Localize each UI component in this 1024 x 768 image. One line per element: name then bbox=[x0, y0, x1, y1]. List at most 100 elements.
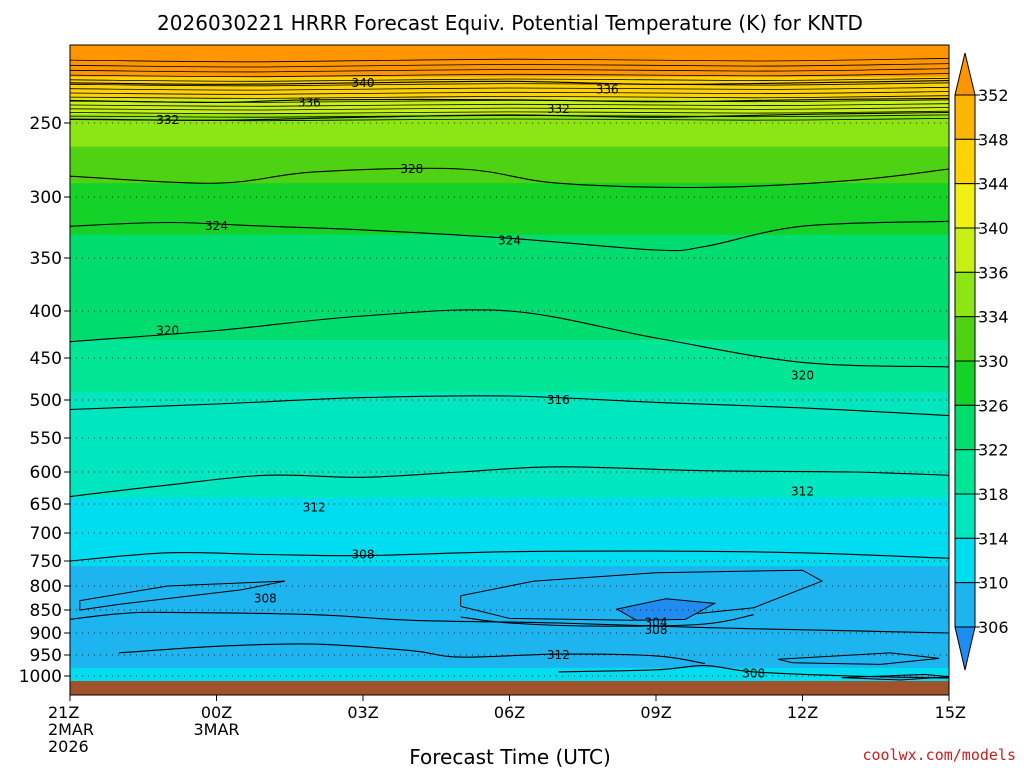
colorbar-label: 318 bbox=[978, 485, 1009, 504]
x-tick-label: 00Z bbox=[201, 703, 232, 722]
contour-label-text: 336 bbox=[596, 82, 619, 96]
chart-title: 2026030221 HRRR Forecast Equiv. Potentia… bbox=[157, 11, 863, 35]
fill-band bbox=[70, 98, 949, 116]
fill-patch bbox=[777, 652, 940, 665]
contour-line-332 bbox=[70, 111, 949, 121]
contour-label: 308 bbox=[742, 667, 765, 681]
contour-label-text: 332 bbox=[156, 113, 179, 127]
colorbar-label: 314 bbox=[978, 529, 1009, 548]
contour-label-text: 312 bbox=[791, 485, 814, 499]
x-tick-label: 15Z bbox=[935, 703, 966, 722]
contour-label-text: 332 bbox=[547, 102, 570, 116]
colorbar-segment bbox=[954, 183, 976, 229]
contour-label: 320 bbox=[791, 368, 814, 382]
contour-label: 308 bbox=[352, 547, 375, 561]
contour-line-312 bbox=[118, 643, 705, 665]
colorbar-segment bbox=[954, 537, 976, 584]
contour-label-text: 328 bbox=[400, 162, 423, 176]
contour-line-320 bbox=[70, 309, 949, 368]
contour-label: 332 bbox=[156, 113, 179, 127]
colorbar-segment bbox=[954, 449, 976, 495]
contour-line bbox=[70, 57, 949, 63]
x-tick-label: 21Z bbox=[48, 703, 79, 722]
colorbar-segment bbox=[954, 271, 976, 318]
contour-label: 308 bbox=[254, 592, 277, 606]
x-tick-label: 2MAR bbox=[48, 720, 94, 739]
x-tick-label: 09Z bbox=[640, 703, 671, 722]
fill-patch bbox=[615, 598, 717, 621]
colorbar-segment bbox=[954, 94, 976, 140]
fill-patches bbox=[79, 569, 949, 681]
contour-line bbox=[70, 107, 949, 111]
contour-label: 324 bbox=[498, 234, 521, 248]
credit-text: coolwx.com/models bbox=[862, 746, 1016, 764]
contour-line bbox=[70, 103, 949, 107]
y-tick-label: 650 bbox=[30, 495, 62, 515]
contour-label: 336 bbox=[298, 95, 321, 109]
contour-label: 336 bbox=[596, 82, 619, 96]
colorbar-label: 306 bbox=[978, 618, 1009, 637]
fill-patch bbox=[460, 569, 824, 621]
y-axis: 250 300 350 400 450 500 550 600 650 700 750 800 850 9… bbox=[19, 114, 70, 687]
contour-label-text: 308 bbox=[645, 623, 668, 637]
colorbar-label: 340 bbox=[978, 219, 1009, 238]
contour-line bbox=[70, 99, 949, 103]
y-tick-label: 850 bbox=[30, 601, 62, 621]
colorbar-segment bbox=[954, 360, 976, 406]
contour-line-324 bbox=[70, 220, 949, 252]
colorbar-label: 322 bbox=[978, 441, 1009, 460]
x-axis-label: Forecast Time (UTC) bbox=[409, 745, 611, 768]
colorbar-label: 336 bbox=[978, 263, 1009, 282]
y-tick-label: 550 bbox=[30, 429, 62, 449]
colorbar-label: 310 bbox=[978, 574, 1009, 593]
colorbar-segment bbox=[954, 404, 976, 451]
colorbar-label: 326 bbox=[978, 396, 1009, 415]
x-tick-label: 03Z bbox=[347, 703, 378, 722]
colorbar-top-arrow bbox=[954, 52, 976, 96]
contour-label: 304 bbox=[645, 616, 668, 630]
contour-label-text: 316 bbox=[547, 393, 570, 407]
contour-line bbox=[70, 114, 949, 118]
contour-label: 340 bbox=[352, 76, 375, 90]
contour-label-text: 320 bbox=[791, 368, 814, 382]
contour-line-328 bbox=[70, 167, 949, 189]
y-tick-label: 600 bbox=[30, 463, 62, 483]
fill-band bbox=[70, 614, 949, 643]
contour-line-312 bbox=[70, 466, 949, 498]
colorbar-segment bbox=[954, 582, 976, 628]
contour-label: 312 bbox=[303, 501, 326, 515]
contour-label-text: 336 bbox=[298, 95, 321, 109]
fill-band bbox=[70, 146, 949, 185]
contour-line-308 bbox=[558, 665, 949, 679]
colorbar-segment bbox=[954, 493, 976, 539]
y-tick-label: 700 bbox=[30, 524, 62, 544]
contour-label-text: 312 bbox=[547, 648, 570, 662]
fill-band bbox=[70, 533, 949, 568]
contour-label-text: 340 bbox=[352, 76, 375, 90]
fill-band bbox=[70, 497, 949, 534]
contour-label: 328 bbox=[400, 162, 423, 176]
plot-area: 340 336 336 332 332 328 324 324 320 320 316 312 312 3… bbox=[70, 45, 949, 695]
contour-label-text: 304 bbox=[645, 616, 668, 630]
contour-label-text: 308 bbox=[742, 667, 765, 681]
y-tick-label: 1000 bbox=[19, 667, 62, 687]
contour-line bbox=[70, 82, 949, 87]
contour-label: 332 bbox=[547, 102, 570, 116]
contour-line bbox=[70, 86, 949, 91]
x-tick-label: 12Z bbox=[787, 703, 818, 722]
contour-line bbox=[70, 63, 949, 68]
colorbar-label: 330 bbox=[978, 352, 1009, 371]
contour-line bbox=[70, 91, 949, 95]
contour-line bbox=[70, 110, 949, 115]
x-tick-label: 2026 bbox=[48, 737, 89, 756]
y-tick-label: 750 bbox=[30, 552, 62, 572]
colorbar-label: 352 bbox=[978, 86, 1009, 105]
contour-line bbox=[70, 77, 949, 82]
contour-label-text: 324 bbox=[205, 219, 228, 233]
contour-label-text: 320 bbox=[156, 323, 179, 337]
fill-band bbox=[70, 339, 949, 393]
colorbar-bottom-arrow bbox=[954, 626, 976, 671]
contour-line bbox=[70, 68, 949, 73]
colorbar-segment bbox=[954, 316, 976, 362]
